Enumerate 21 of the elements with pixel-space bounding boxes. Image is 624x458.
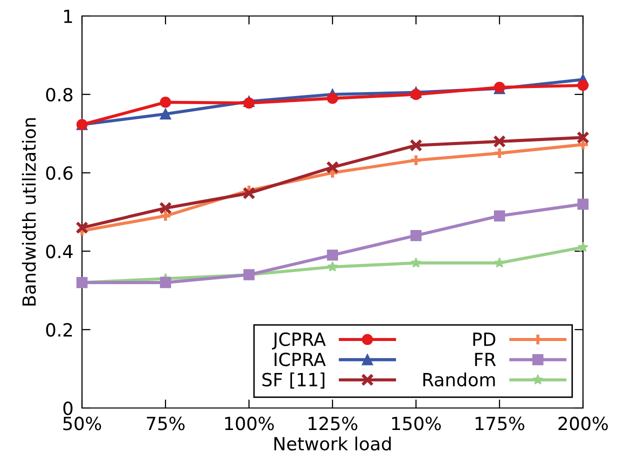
legend-label: Random [423, 372, 495, 386]
x-tick-label: 100% [225, 416, 274, 430]
x-tick-label: 125% [308, 416, 358, 430]
x-tick-label: 50% [63, 416, 102, 430]
y-tick-label: 0.6 [46, 166, 73, 180]
y-tick-label: 1 [64, 10, 72, 23]
y-tick-label: 0.4 [46, 244, 73, 258]
legend-label: PD [473, 332, 496, 346]
y-tick-label: 0.2 [46, 323, 72, 337]
legend-label: SF [11] [262, 372, 324, 389]
y-axis-title: Bandwidth utilization [22, 118, 36, 306]
legend-label: JCPRA [272, 332, 326, 350]
x-tick-label: 200% [558, 416, 608, 430]
legend-label: FR [475, 352, 496, 366]
y-tick-label: 0.8 [46, 88, 72, 102]
x-tick-label: 175% [476, 416, 524, 430]
x-tick-label: 150% [392, 416, 441, 430]
x-axis-title: Network load [274, 436, 391, 451]
x-tick-label: 75% [146, 416, 185, 430]
y-tick-label: 0 [63, 401, 72, 416]
legend-label: ICPRA [274, 352, 326, 366]
